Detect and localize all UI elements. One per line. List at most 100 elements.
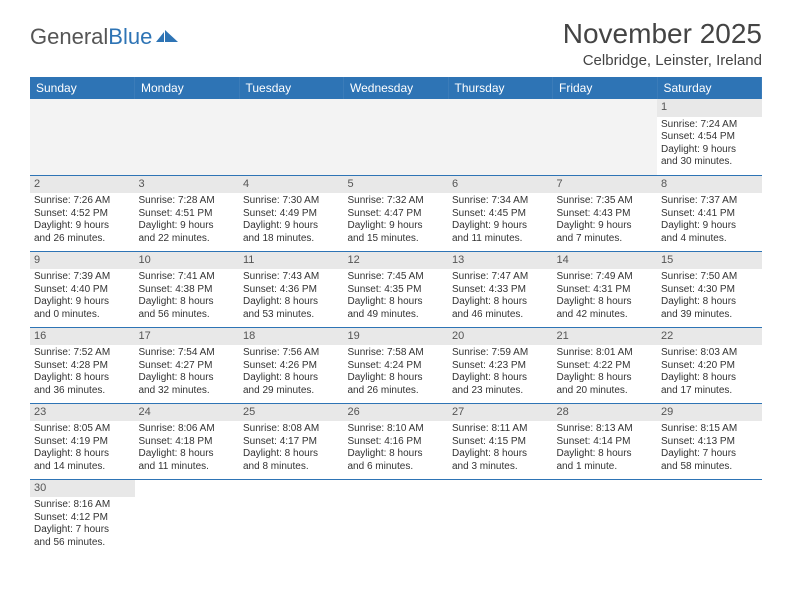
day-info-line: Sunrise: 7:35 AM: [557, 195, 654, 208]
calendar-cell: [135, 99, 240, 175]
day-info-line: Daylight: 7 hours: [34, 524, 131, 537]
day-info-line: and 20 minutes.: [557, 385, 654, 398]
day-info-line: Sunrise: 7:32 AM: [348, 195, 445, 208]
day-info-line: and 23 minutes.: [452, 385, 549, 398]
day-info-line: Daylight: 8 hours: [452, 296, 549, 309]
day-info-line: Daylight: 8 hours: [348, 372, 445, 385]
day-info-line: Sunrise: 7:49 AM: [557, 271, 654, 284]
day-info-line: Sunrise: 7:50 AM: [661, 271, 758, 284]
day-number: 15: [657, 252, 762, 270]
day-info-line: Sunrise: 8:05 AM: [34, 423, 131, 436]
day-number: 4: [239, 176, 344, 194]
day-info-line: Daylight: 8 hours: [661, 372, 758, 385]
day-number: 24: [135, 404, 240, 422]
day-info-line: Sunset: 4:27 PM: [139, 360, 236, 373]
calendar-cell: 1Sunrise: 7:24 AMSunset: 4:54 PMDaylight…: [657, 99, 762, 175]
calendar-cell: 13Sunrise: 7:47 AMSunset: 4:33 PMDayligh…: [448, 251, 553, 327]
day-info-line: and 4 minutes.: [661, 233, 758, 246]
day-info-line: and 11 minutes.: [452, 233, 549, 246]
day-number: 9: [30, 252, 135, 270]
day-info-line: Daylight: 9 hours: [243, 220, 340, 233]
day-number: 14: [553, 252, 658, 270]
calendar-body: 1Sunrise: 7:24 AMSunset: 4:54 PMDaylight…: [30, 99, 762, 555]
day-info-line: Sunset: 4:28 PM: [34, 360, 131, 373]
day-info-line: Sunset: 4:38 PM: [139, 284, 236, 297]
calendar-cell: 14Sunrise: 7:49 AMSunset: 4:31 PMDayligh…: [553, 251, 658, 327]
day-info-line: Sunrise: 7:37 AM: [661, 195, 758, 208]
day-number: 27: [448, 404, 553, 422]
calendar-cell: 4Sunrise: 7:30 AMSunset: 4:49 PMDaylight…: [239, 175, 344, 251]
day-info-line: Daylight: 8 hours: [243, 296, 340, 309]
calendar-cell: 11Sunrise: 7:43 AMSunset: 4:36 PMDayligh…: [239, 251, 344, 327]
day-info-line: and 11 minutes.: [139, 461, 236, 474]
day-info-line: and 26 minutes.: [34, 233, 131, 246]
day-number: 19: [344, 328, 449, 346]
day-info-line: and 56 minutes.: [139, 309, 236, 322]
day-info-line: and 58 minutes.: [661, 461, 758, 474]
day-info-line: Sunrise: 7:39 AM: [34, 271, 131, 284]
day-info-line: Sunset: 4:54 PM: [661, 131, 758, 144]
day-info-line: Sunset: 4:41 PM: [661, 208, 758, 221]
day-info-line: Daylight: 9 hours: [452, 220, 549, 233]
day-info-line: Sunrise: 7:34 AM: [452, 195, 549, 208]
page-header: GeneralBlue November 2025 Celbridge, Lei…: [30, 18, 762, 69]
day-info-line: and 53 minutes.: [243, 309, 340, 322]
day-info-line: Daylight: 8 hours: [139, 372, 236, 385]
calendar-cell: 5Sunrise: 7:32 AMSunset: 4:47 PMDaylight…: [344, 175, 449, 251]
day-info-line: Sunset: 4:13 PM: [661, 436, 758, 449]
title-block: November 2025 Celbridge, Leinster, Irela…: [563, 18, 762, 69]
day-number: 8: [657, 176, 762, 194]
day-number: 21: [553, 328, 658, 346]
day-info-line: Sunrise: 7:59 AM: [452, 347, 549, 360]
day-info-line: Sunset: 4:14 PM: [557, 436, 654, 449]
day-info-line: and 30 minutes.: [661, 156, 758, 169]
calendar-cell: 2Sunrise: 7:26 AMSunset: 4:52 PMDaylight…: [30, 175, 135, 251]
calendar-cell: [448, 479, 553, 555]
calendar-cell: 25Sunrise: 8:08 AMSunset: 4:17 PMDayligh…: [239, 403, 344, 479]
day-info-line: Daylight: 9 hours: [557, 220, 654, 233]
day-info-line: Daylight: 9 hours: [348, 220, 445, 233]
calendar-table: Sunday Monday Tuesday Wednesday Thursday…: [30, 77, 762, 555]
day-info-line: and 42 minutes.: [557, 309, 654, 322]
calendar-cell: [344, 479, 449, 555]
day-info-line: Sunset: 4:36 PM: [243, 284, 340, 297]
day-number: 23: [30, 404, 135, 422]
calendar-cell: 6Sunrise: 7:34 AMSunset: 4:45 PMDaylight…: [448, 175, 553, 251]
day-info-line: Sunset: 4:49 PM: [243, 208, 340, 221]
calendar-cell: 19Sunrise: 7:58 AMSunset: 4:24 PMDayligh…: [344, 327, 449, 403]
day-info-line: and 26 minutes.: [348, 385, 445, 398]
day-number: 10: [135, 252, 240, 270]
day-info-line: Daylight: 9 hours: [34, 296, 131, 309]
day-info-line: Daylight: 8 hours: [34, 372, 131, 385]
day-number: 3: [135, 176, 240, 194]
day-info-line: Sunrise: 8:10 AM: [348, 423, 445, 436]
day-info-line: Sunset: 4:23 PM: [452, 360, 549, 373]
day-info-line: Sunrise: 8:16 AM: [34, 499, 131, 512]
day-info-line: Sunset: 4:17 PM: [243, 436, 340, 449]
day-info-line: Daylight: 8 hours: [243, 372, 340, 385]
day-number: 16: [30, 328, 135, 346]
day-info-line: Sunset: 4:16 PM: [348, 436, 445, 449]
day-number: 11: [239, 252, 344, 270]
day-info-line: and 1 minute.: [557, 461, 654, 474]
calendar-cell: 29Sunrise: 8:15 AMSunset: 4:13 PMDayligh…: [657, 403, 762, 479]
calendar-cell: [135, 479, 240, 555]
day-info-line: and 22 minutes.: [139, 233, 236, 246]
day-info-line: and 39 minutes.: [661, 309, 758, 322]
day-info-line: Sunset: 4:33 PM: [452, 284, 549, 297]
day-info-line: Sunset: 4:47 PM: [348, 208, 445, 221]
day-number: 5: [344, 176, 449, 194]
day-number: 2: [30, 176, 135, 194]
day-info-line: Sunrise: 7:45 AM: [348, 271, 445, 284]
day-info-line: and 46 minutes.: [452, 309, 549, 322]
day-info-line: Sunrise: 7:24 AM: [661, 119, 758, 132]
day-info-line: Daylight: 8 hours: [139, 296, 236, 309]
logo: GeneralBlue: [30, 18, 180, 50]
calendar-cell: 24Sunrise: 8:06 AMSunset: 4:18 PMDayligh…: [135, 403, 240, 479]
day-info-line: and 36 minutes.: [34, 385, 131, 398]
day-info-line: Sunset: 4:24 PM: [348, 360, 445, 373]
calendar-cell: 30Sunrise: 8:16 AMSunset: 4:12 PMDayligh…: [30, 479, 135, 555]
day-info-line: Daylight: 9 hours: [661, 144, 758, 157]
calendar-cell: 12Sunrise: 7:45 AMSunset: 4:35 PMDayligh…: [344, 251, 449, 327]
day-info-line: and 32 minutes.: [139, 385, 236, 398]
